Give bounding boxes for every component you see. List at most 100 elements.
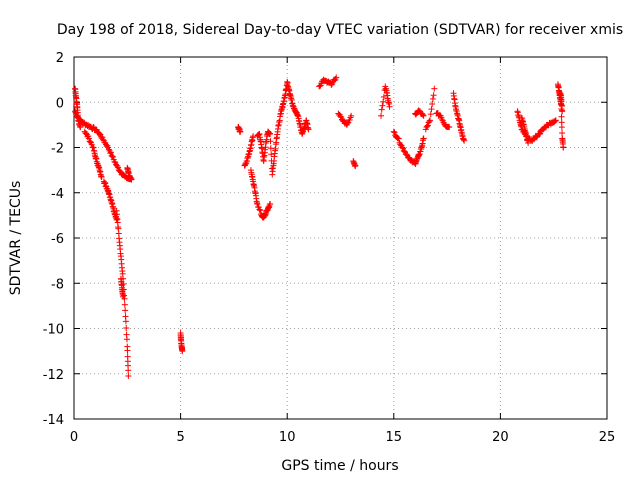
data-point [257, 207, 264, 214]
data-point [537, 130, 544, 137]
data-point [378, 106, 385, 113]
data-point [96, 130, 103, 137]
data-point [424, 123, 431, 130]
x-tick-label: 0 [70, 430, 78, 445]
data-point [420, 112, 427, 119]
data-point [125, 367, 132, 374]
data-point [86, 138, 93, 145]
data-point [121, 301, 128, 308]
data-point [128, 176, 135, 183]
data-point [439, 116, 446, 123]
data-point [100, 136, 107, 143]
data-point [391, 129, 398, 136]
data-point [352, 162, 359, 169]
grid-layer [74, 57, 607, 419]
data-point [113, 216, 120, 223]
data-point [87, 138, 94, 145]
y-tick-label: -4 [51, 187, 64, 202]
plot-frame [73, 56, 608, 420]
data-point [395, 135, 402, 142]
x-tick-label: 25 [599, 430, 616, 445]
data-point [380, 98, 387, 105]
x-tick-label: 20 [492, 430, 509, 445]
data-point [378, 112, 385, 119]
y-tick-label: -6 [51, 232, 64, 247]
data-point [123, 325, 130, 332]
y-tick-label: -14 [43, 413, 64, 428]
data-point [394, 134, 401, 141]
data-point [429, 101, 436, 108]
data-point [99, 134, 106, 141]
x-tick-label: 15 [386, 430, 403, 445]
data-point [267, 138, 274, 145]
data-point [107, 149, 114, 156]
data-point [114, 163, 121, 170]
data-point [93, 126, 100, 133]
data-point [533, 134, 540, 141]
x-axis-label: GPS time / hours [281, 458, 398, 474]
data-point [115, 164, 122, 171]
data-point [558, 124, 565, 131]
data-point [331, 77, 338, 84]
y-tick-label: -12 [43, 368, 64, 383]
data-point [446, 124, 453, 131]
data-point [461, 137, 468, 144]
data-point [424, 122, 431, 129]
data-point [427, 117, 434, 124]
data-point [386, 103, 393, 110]
y-axis-label: SDTVAR / TECUs [8, 181, 24, 296]
data-point [333, 74, 340, 81]
data-point [179, 348, 186, 355]
data-point [427, 111, 434, 118]
data-point [400, 147, 407, 154]
data-point [107, 150, 114, 157]
data-point [552, 117, 559, 124]
data-point [428, 106, 435, 113]
data-point [125, 373, 132, 380]
data-point [256, 206, 263, 213]
data-point [551, 118, 558, 125]
data-point [559, 130, 566, 137]
data-point [415, 107, 422, 114]
data-point [111, 158, 118, 165]
data-point [525, 139, 532, 146]
data-point [122, 318, 129, 325]
data-point [328, 81, 335, 88]
data-point [380, 93, 387, 100]
data-point [117, 168, 124, 175]
data-point [559, 108, 566, 115]
data-point [267, 201, 274, 208]
data-point [429, 95, 436, 102]
data-point [316, 83, 323, 90]
data-point [558, 113, 565, 120]
data-point [85, 135, 92, 142]
points-layer [72, 74, 567, 380]
chart-title: Day 198 of 2018, Sidereal Day-to-day VTE… [57, 22, 623, 38]
data-point [267, 130, 274, 137]
data-point [379, 102, 386, 109]
data-point [419, 111, 426, 118]
data-point [348, 112, 355, 119]
data-point [431, 85, 438, 92]
y-tick-label: 2 [56, 51, 64, 66]
data-point [560, 144, 567, 151]
data-point [254, 201, 261, 208]
data-point [267, 145, 274, 152]
data-point [305, 126, 312, 133]
data-point [403, 151, 410, 158]
data-point [123, 336, 130, 343]
data-point [122, 307, 129, 314]
data-point [399, 144, 406, 151]
data-point [98, 173, 105, 180]
y-tick-label: -8 [51, 277, 64, 292]
data-point [337, 113, 344, 120]
data-point [77, 124, 84, 131]
data-point [536, 131, 543, 138]
data-point [110, 154, 117, 161]
data-point [344, 120, 351, 127]
data-point [268, 151, 275, 158]
data-point [430, 92, 437, 99]
data-point [552, 117, 559, 124]
data-point [390, 128, 397, 135]
